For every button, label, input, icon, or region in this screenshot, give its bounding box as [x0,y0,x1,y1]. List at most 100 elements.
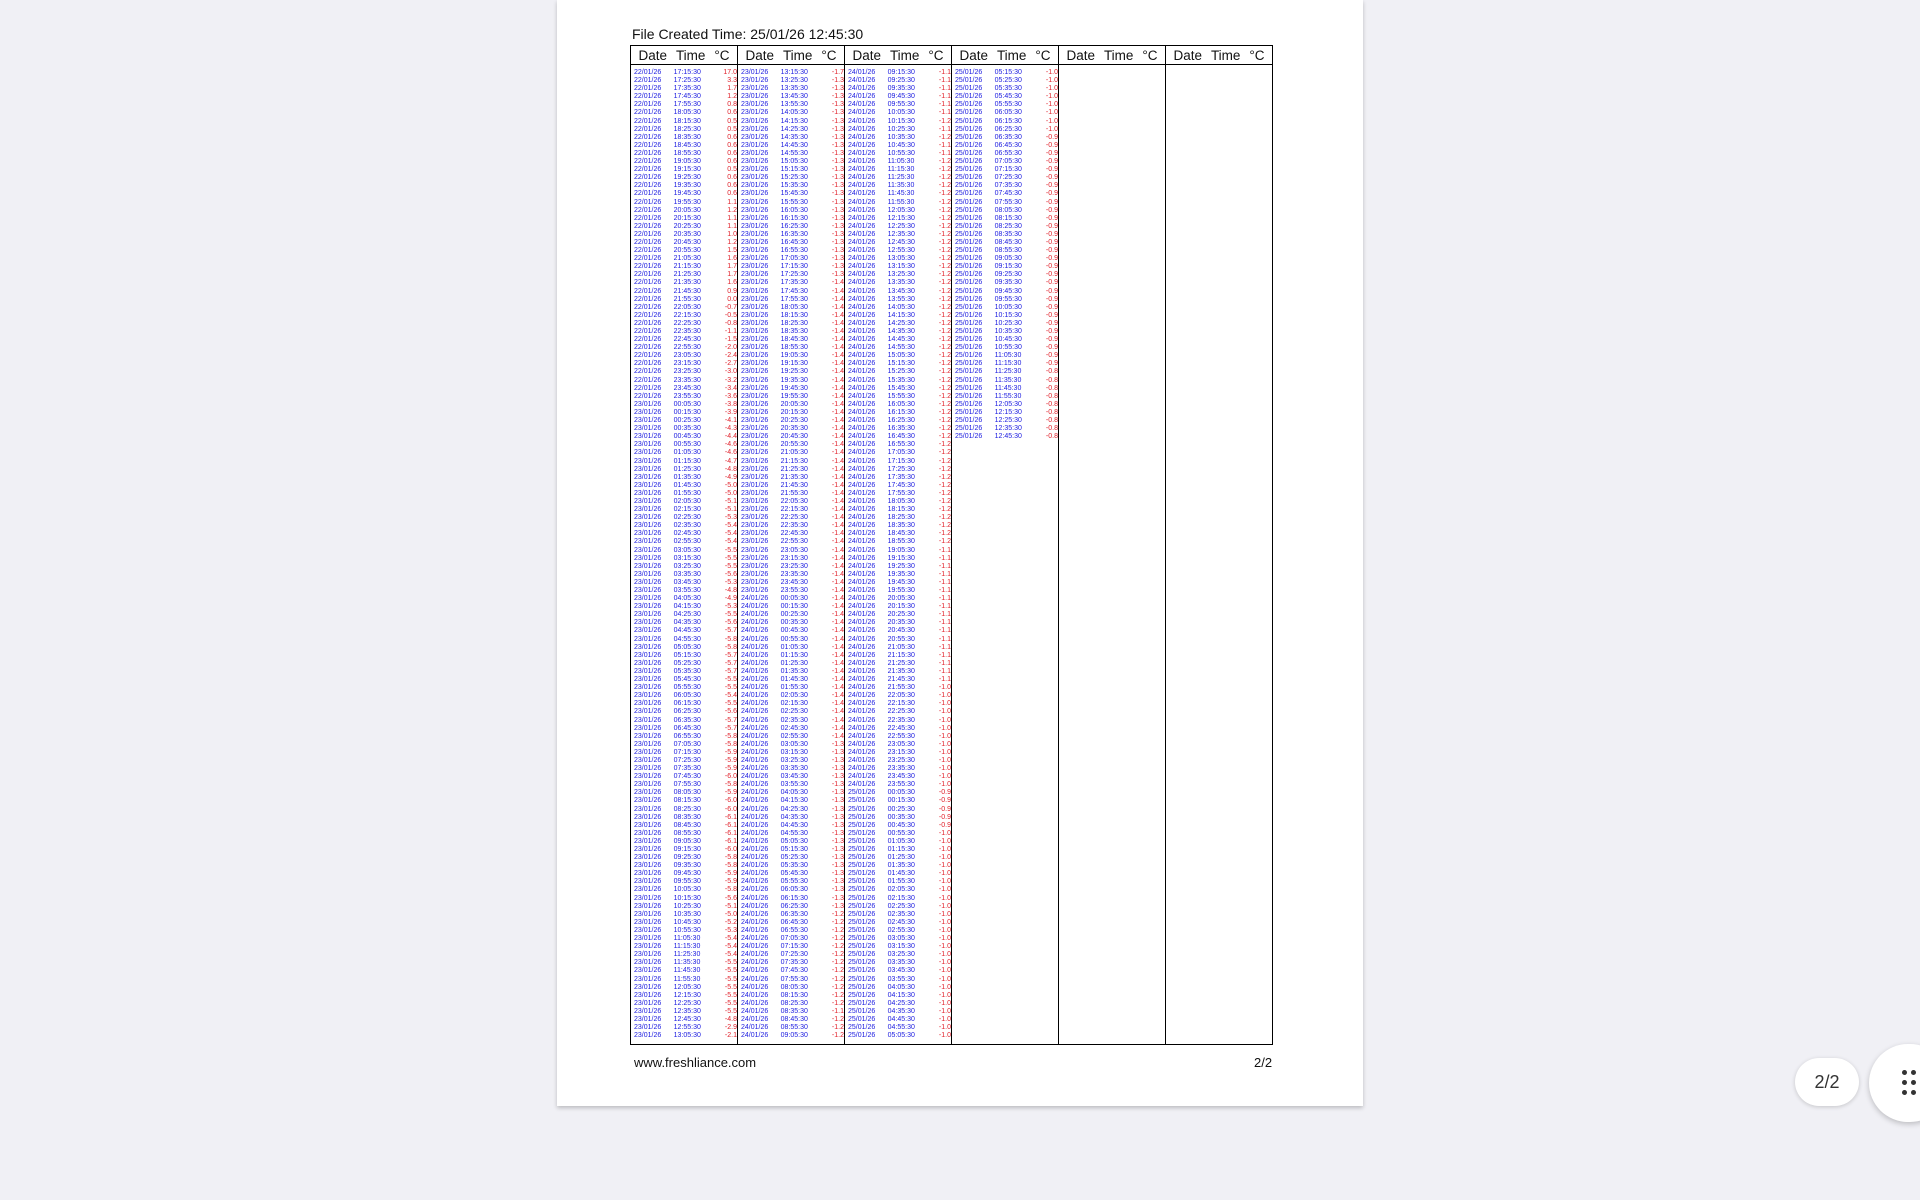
row-temp: -1.2 [938,465,951,473]
table-row: 24/01/26 17:05:30 -1.2 [845,449,951,457]
row-date: 23/01/26 [634,999,662,1007]
table-row: 23/01/26 01:05:30 -4.6 [631,449,737,457]
row-temp: -0.7 [724,303,737,311]
row-date: 24/01/26 [848,465,876,473]
row-time: 13:25:30 [887,271,915,279]
row-temp: -1.3 [831,166,844,174]
row-time: 04:45:30 [780,821,808,829]
row-temp: -1.4 [831,336,844,344]
row-temp: 1.5 [727,247,737,255]
table-row: 24/01/26 10:55:30 -1.1 [845,150,951,158]
row-time: 13:45:30 [887,287,915,295]
row-time: 02:55:30 [673,538,701,546]
row-temp: -1.2 [831,951,844,959]
row-temp: -1.0 [938,700,951,708]
row-time: 21:15:30 [673,263,701,271]
row-date: 24/01/26 [848,109,876,117]
row-temp: -1.4 [831,684,844,692]
table-row: 22/01/26 18:05:30 0.6 [631,109,737,117]
table-row: 25/01/26 05:25:30 -1.0 [952,77,1058,85]
table-row: 22/01/26 20:35:30 1.0 [631,231,737,239]
row-temp: -1.4 [831,619,844,627]
row-time: 08:55:30 [780,1024,808,1032]
table-row: 24/01/26 04:05:30 -1.3 [738,789,844,797]
row-temp: -5.9 [724,756,737,764]
row-temp: -1.3 [831,174,844,182]
table-row: 22/01/26 18:15:30 0.5 [631,118,737,126]
row-time: 08:25:30 [780,999,808,1007]
row-date: 23/01/26 [741,247,769,255]
row-date: 23/01/26 [634,643,662,651]
table-row: 24/01/26 14:15:30 -1.2 [845,312,951,320]
row-time: 03:55:30 [780,781,808,789]
row-time: 17:45:30 [780,287,808,295]
row-time: 21:45:30 [673,287,701,295]
row-time: 16:35:30 [887,425,915,433]
table-row: 24/01/26 12:45:30 -1.2 [845,239,951,247]
table-row: 23/01/26 14:55:30 -1.3 [738,150,844,158]
row-time: 07:55:30 [673,781,701,789]
table-row: 25/01/26 01:55:30 -1.0 [845,878,951,886]
table-row: 23/01/26 04:25:30 -5.5 [631,611,737,619]
row-time: 23:45:30 [673,384,701,392]
row-time: 10:35:30 [673,910,701,918]
row-temp: 1.2 [727,206,737,214]
table-row: 25/01/26 05:55:30 -1.0 [952,101,1058,109]
row-temp: -1.3 [831,85,844,93]
row-date: 25/01/26 [955,287,983,295]
page-indicator[interactable]: 2/2 [1795,1058,1859,1106]
table-row: 23/01/26 00:45:30 -4.4 [631,433,737,441]
row-time: 21:55:30 [780,489,808,497]
row-time: 07:35:30 [673,765,701,773]
table-row: 24/01/26 22:35:30 -1.0 [845,717,951,725]
row-time: 18:05:30 [673,109,701,117]
temperature-log-table: Date Time °C 22/01/26 17:15:30 17.0 22/01/26 17… [630,45,1273,1045]
row-date: 24/01/26 [848,651,876,659]
row-temp: -1.4 [831,546,844,554]
row-temp: -1.3 [831,93,844,101]
table-row: 25/01/26 07:15:30 -0.9 [952,166,1058,174]
row-temp: -1.2 [831,1024,844,1032]
table-row: 24/01/26 07:25:30 -1.2 [738,951,844,959]
table-row: 23/01/26 00:25:30 -4.1 [631,417,737,425]
row-temp: -5.5 [724,676,737,684]
row-date: 24/01/26 [848,214,876,222]
row-date: 22/01/26 [634,328,662,335]
row-time: 07:05:30 [994,158,1022,166]
row-temp: -1.0 [938,999,951,1007]
row-time: 11:35:30 [994,376,1022,384]
table-row: 23/01/26 23:15:30 -1.4 [738,555,844,563]
row-date: 22/01/26 [634,69,662,76]
row-date: 23/01/26 [741,77,769,85]
row-time: 04:05:30 [887,983,915,991]
table-row: 24/01/26 09:35:30 -1.1 [845,85,951,93]
row-time: 22:55:30 [887,732,915,740]
row-time: 04:35:30 [780,813,808,821]
row-temp: -1.2 [938,344,951,352]
row-time: 06:45:30 [673,724,701,732]
table-row: 25/01/26 01:05:30 -1.0 [845,838,951,846]
row-time: 04:05:30 [780,789,808,797]
row-time: 13:35:30 [887,279,915,287]
row-temp: -5.0 [724,910,737,918]
row-date: 23/01/26 [634,846,662,853]
table-row: 23/01/26 08:25:30 -6.0 [631,806,737,814]
viewer-menu-button[interactable] [1869,1044,1920,1122]
row-temp: -0.9 [1045,222,1058,230]
table-row: 25/01/26 09:15:30 -0.9 [952,263,1058,271]
row-time: 10:55:30 [994,344,1022,352]
row-temp: -1.0 [1045,109,1058,117]
row-date: 23/01/26 [741,101,769,109]
row-temp: -1.4 [831,352,844,360]
table-row: 25/01/26 06:55:30 -0.9 [952,150,1058,158]
table-row: 23/01/26 23:45:30 -1.4 [738,579,844,587]
row-date: 24/01/26 [741,627,769,635]
row-temp: -1.1 [938,587,951,594]
row-date: 24/01/26 [741,951,769,959]
row-time: 14:55:30 [780,149,808,157]
row-time: 08:55:30 [994,247,1022,255]
row-date: 23/01/26 [741,287,769,295]
row-temp: -1.2 [938,238,951,246]
table-row: 23/01/26 16:35:30 -1.3 [738,231,844,239]
table-row: 23/01/26 03:45:30 -5.3 [631,579,737,587]
